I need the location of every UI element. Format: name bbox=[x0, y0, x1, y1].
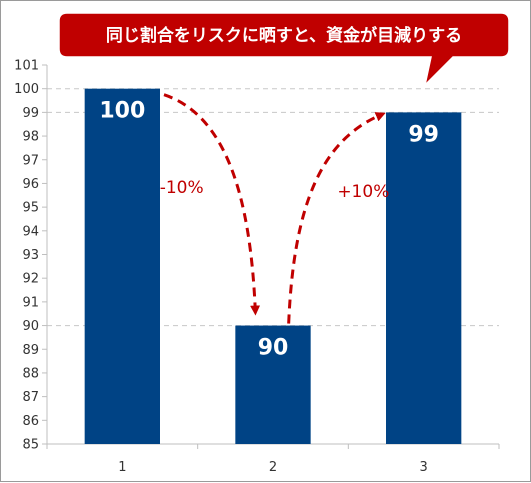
axes: 85 86 87 88 89 90 91 92 93 94 95 96 97 98 99 100 101 1 2 3 bbox=[14, 59, 500, 475]
y-tick-label-91: 91 bbox=[22, 295, 39, 310]
callout-bubble bbox=[58, 12, 510, 88]
y-tick-label-99: 99 bbox=[22, 106, 39, 121]
x-tick-label-2: 2 bbox=[269, 460, 277, 475]
change-arrows: -10% +10% bbox=[160, 93, 389, 324]
data-label-3: 99 bbox=[408, 122, 439, 147]
change-label-2: +10% bbox=[337, 182, 389, 202]
bar-2 bbox=[235, 325, 311, 444]
data-label-2: 90 bbox=[258, 336, 289, 361]
y-tick-label-90: 90 bbox=[22, 319, 39, 334]
y-tick-label-100: 100 bbox=[14, 82, 39, 97]
y-tick-label-87: 87 bbox=[22, 390, 39, 405]
bars bbox=[84, 88, 462, 444]
y-tick-label-88: 88 bbox=[22, 366, 39, 381]
change-arrow-2 bbox=[287, 112, 386, 324]
y-tick-label-97: 97 bbox=[22, 153, 39, 168]
data-label-1: 100 bbox=[99, 99, 145, 124]
callout: 同じ割合をリスクに晒すと、資金が目減りする bbox=[58, 12, 510, 88]
y-tick-label-98: 98 bbox=[22, 130, 39, 145]
y-tick-label-85: 85 bbox=[22, 438, 39, 453]
y-tick-label-95: 95 bbox=[22, 201, 39, 216]
y-tick-label-96: 96 bbox=[22, 177, 39, 192]
y-tick-label-89: 89 bbox=[22, 343, 39, 358]
y-tick-label-101: 101 bbox=[14, 59, 39, 74]
callout-text: 同じ割合をリスクに晒すと、資金が目減りする bbox=[106, 25, 462, 46]
y-tick-label-94: 94 bbox=[22, 224, 39, 239]
y-tick-label-93: 93 bbox=[22, 248, 39, 263]
x-tick-label-1: 1 bbox=[118, 460, 126, 475]
x-tick-label-3: 3 bbox=[420, 460, 428, 475]
bar-3 bbox=[386, 112, 462, 444]
data-labels: 100 90 99 bbox=[99, 99, 439, 361]
bar-1 bbox=[84, 88, 160, 444]
change-label-1: -10% bbox=[160, 178, 204, 198]
y-tick-label-86: 86 bbox=[22, 414, 39, 429]
change-arrow-1 bbox=[163, 93, 261, 316]
y-tick-label-92: 92 bbox=[22, 272, 39, 287]
